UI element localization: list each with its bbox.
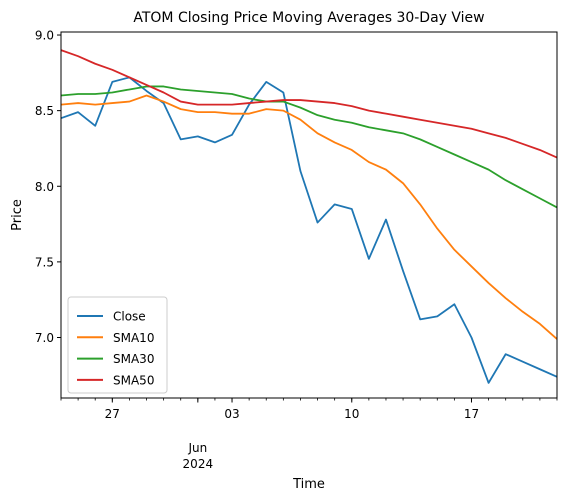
x-tick-label: 17 xyxy=(464,407,479,421)
legend-label-sma30: SMA30 xyxy=(113,352,154,366)
legend-label-close: Close xyxy=(113,310,146,324)
legend-label-sma10: SMA10 xyxy=(113,331,154,345)
legend-label-sma50: SMA50 xyxy=(113,373,154,387)
x-month-label: Jun xyxy=(187,441,207,455)
chart-title: ATOM Closing Price Moving Averages 30-Da… xyxy=(133,10,484,26)
y-tick-label: 8.0 xyxy=(35,180,54,194)
y-tick-label: 7.5 xyxy=(35,255,54,269)
y-tick-label: 7.0 xyxy=(35,331,54,345)
x-tick-label: 27 xyxy=(105,407,120,421)
series-line-sma30 xyxy=(61,86,557,207)
axis-ticks: 7.0 7.5 8.0 8.5 9.0 27 03 10 17 Jun 2024 xyxy=(35,29,557,471)
x-axis-label: Time xyxy=(292,477,325,492)
x-tick-label: 03 xyxy=(224,407,239,421)
series-line-sma50 xyxy=(61,50,557,157)
legend: Close SMA10 SMA30 SMA50 xyxy=(68,297,167,393)
y-tick-label: 9.0 xyxy=(35,29,54,43)
x-year-label: 2024 xyxy=(183,457,214,471)
x-tick-label: 10 xyxy=(344,407,359,421)
y-axis-label: Price xyxy=(10,199,25,231)
y-tick-label: 8.5 xyxy=(35,104,54,118)
